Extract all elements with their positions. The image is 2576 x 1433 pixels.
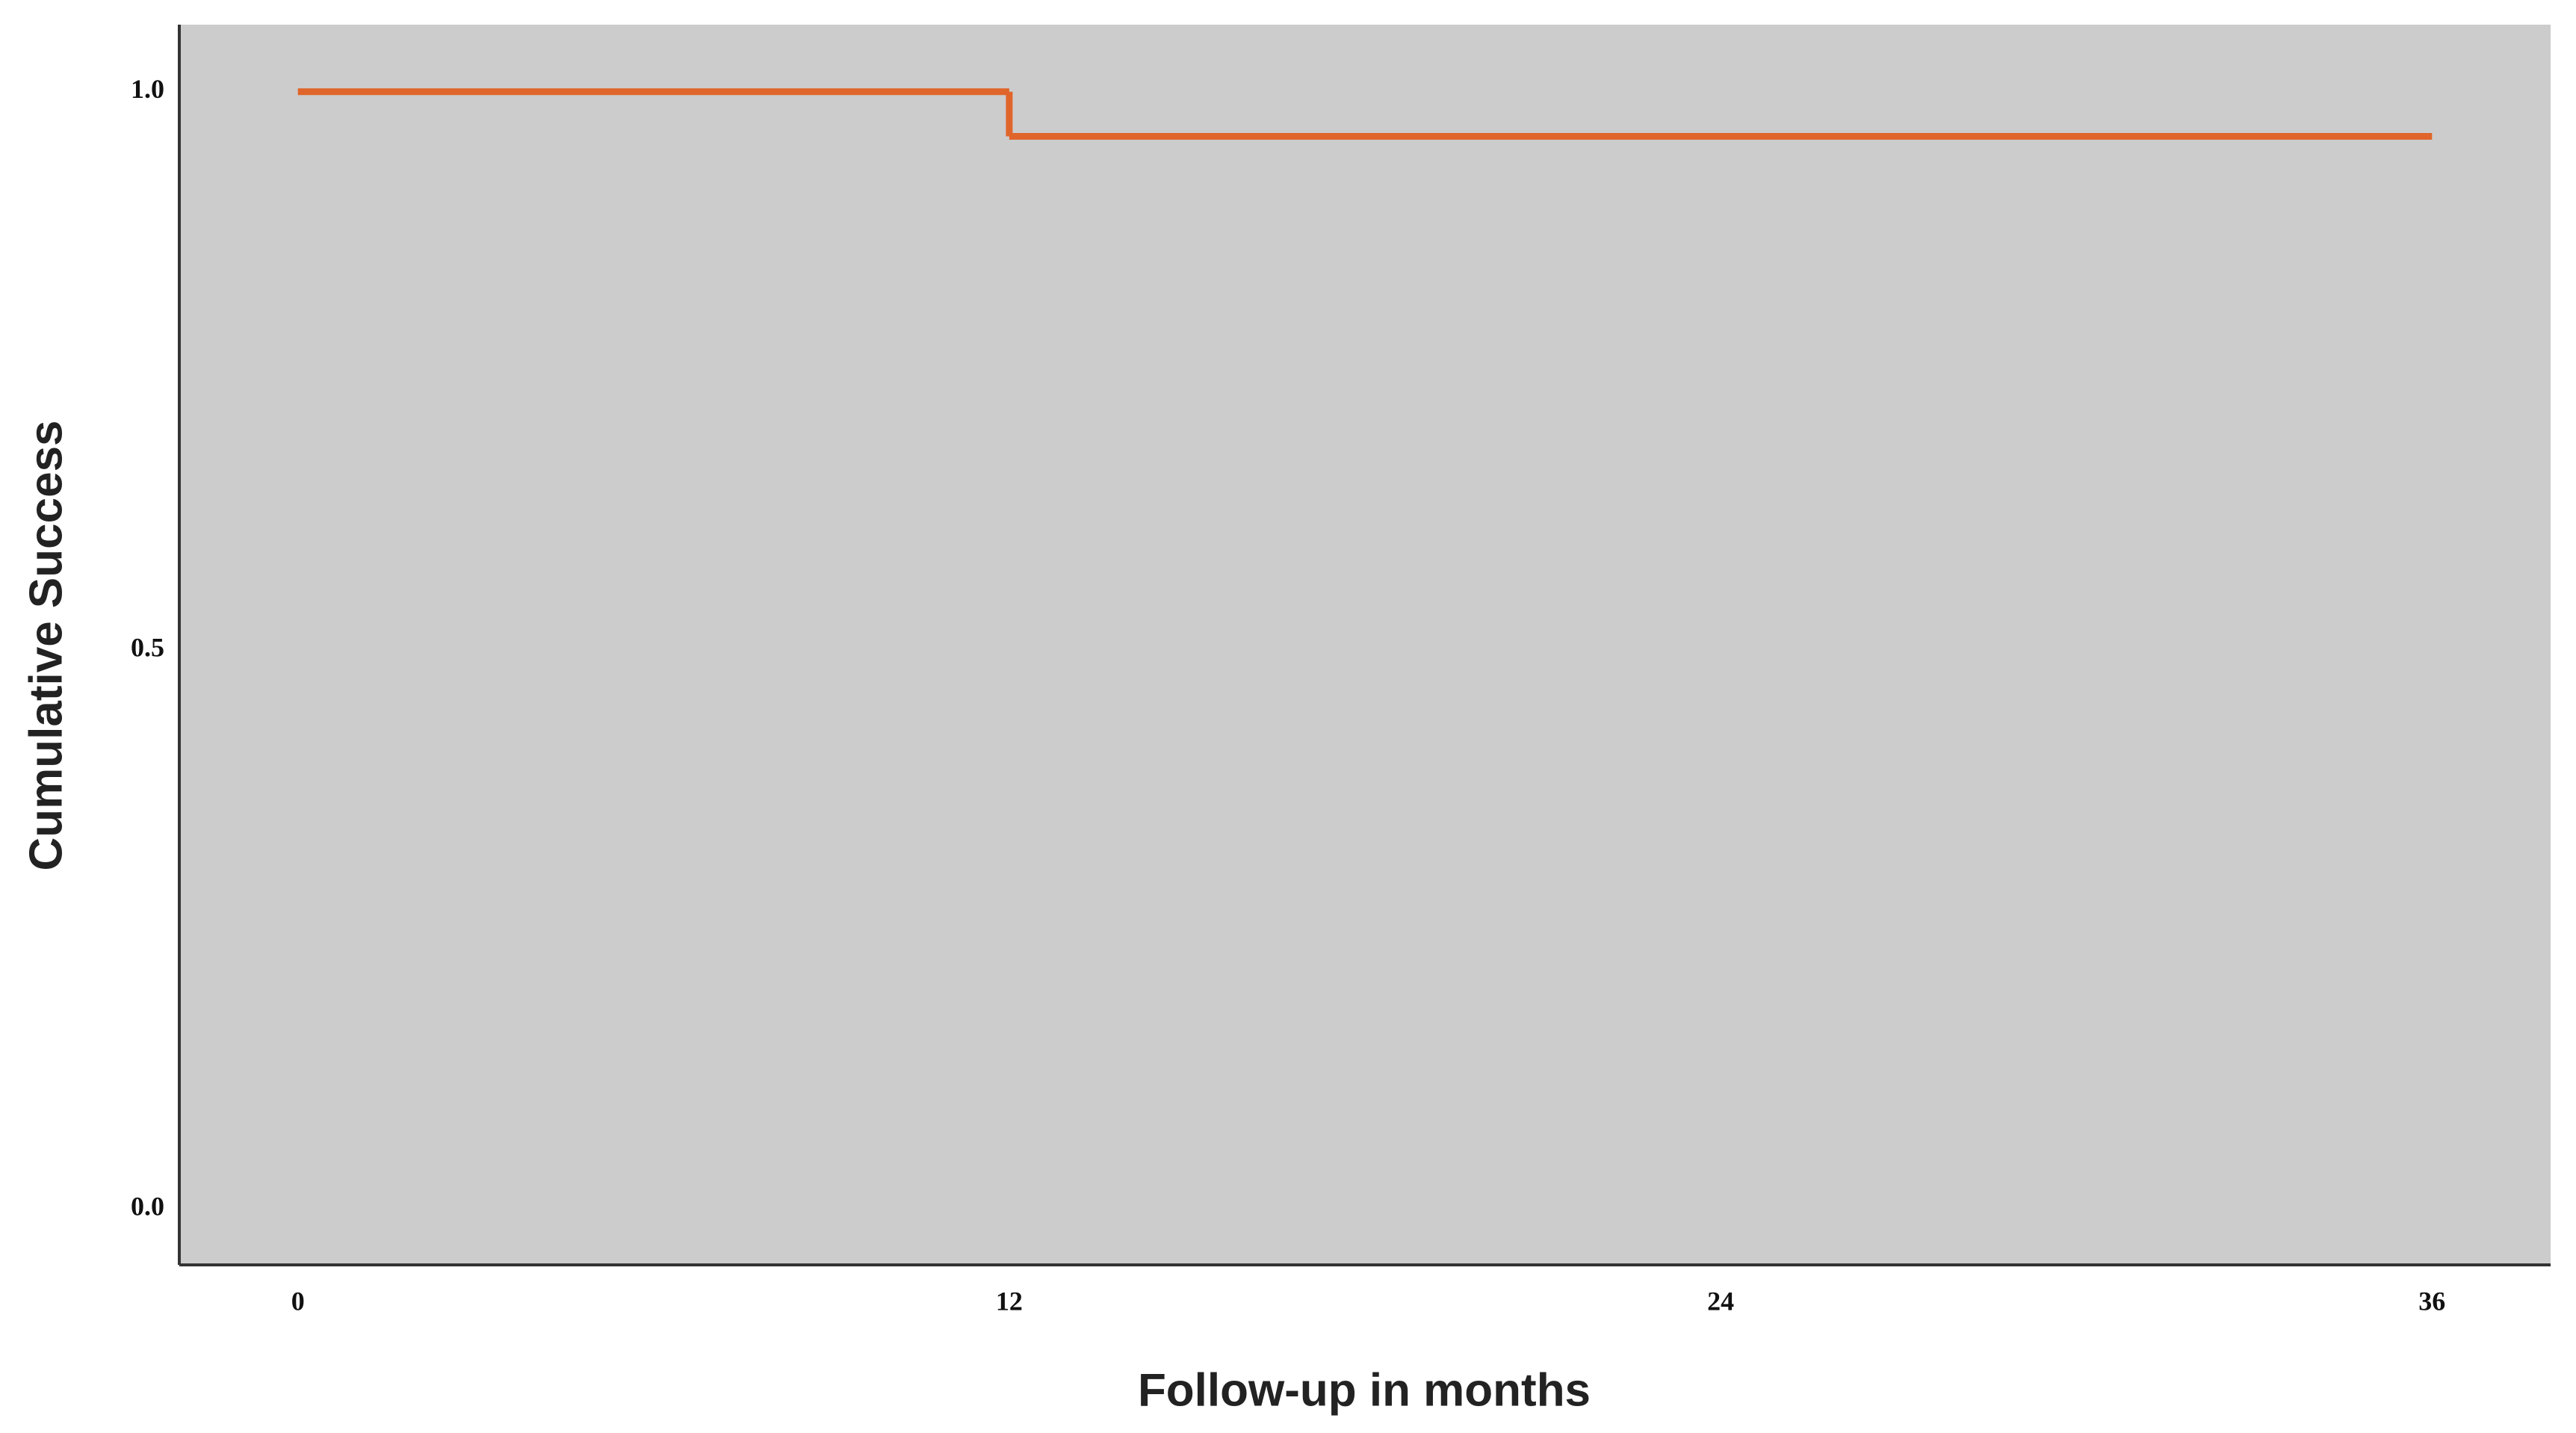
x-tick-label: 24 [1707,1286,1734,1316]
y-tick-label: 1.0 [131,74,164,104]
y-axis-title: Cumulative Success [20,420,72,870]
x-tick-label: 0 [291,1286,305,1316]
x-tick-label: 12 [996,1286,1023,1316]
x-tick-label: 36 [2418,1286,2445,1316]
y-tick-label: 0.5 [131,633,164,663]
y-tick-label: 0.0 [131,1191,164,1221]
plot-area [179,25,2551,1265]
x-axis-title: Follow-up in months [1138,1364,1591,1416]
